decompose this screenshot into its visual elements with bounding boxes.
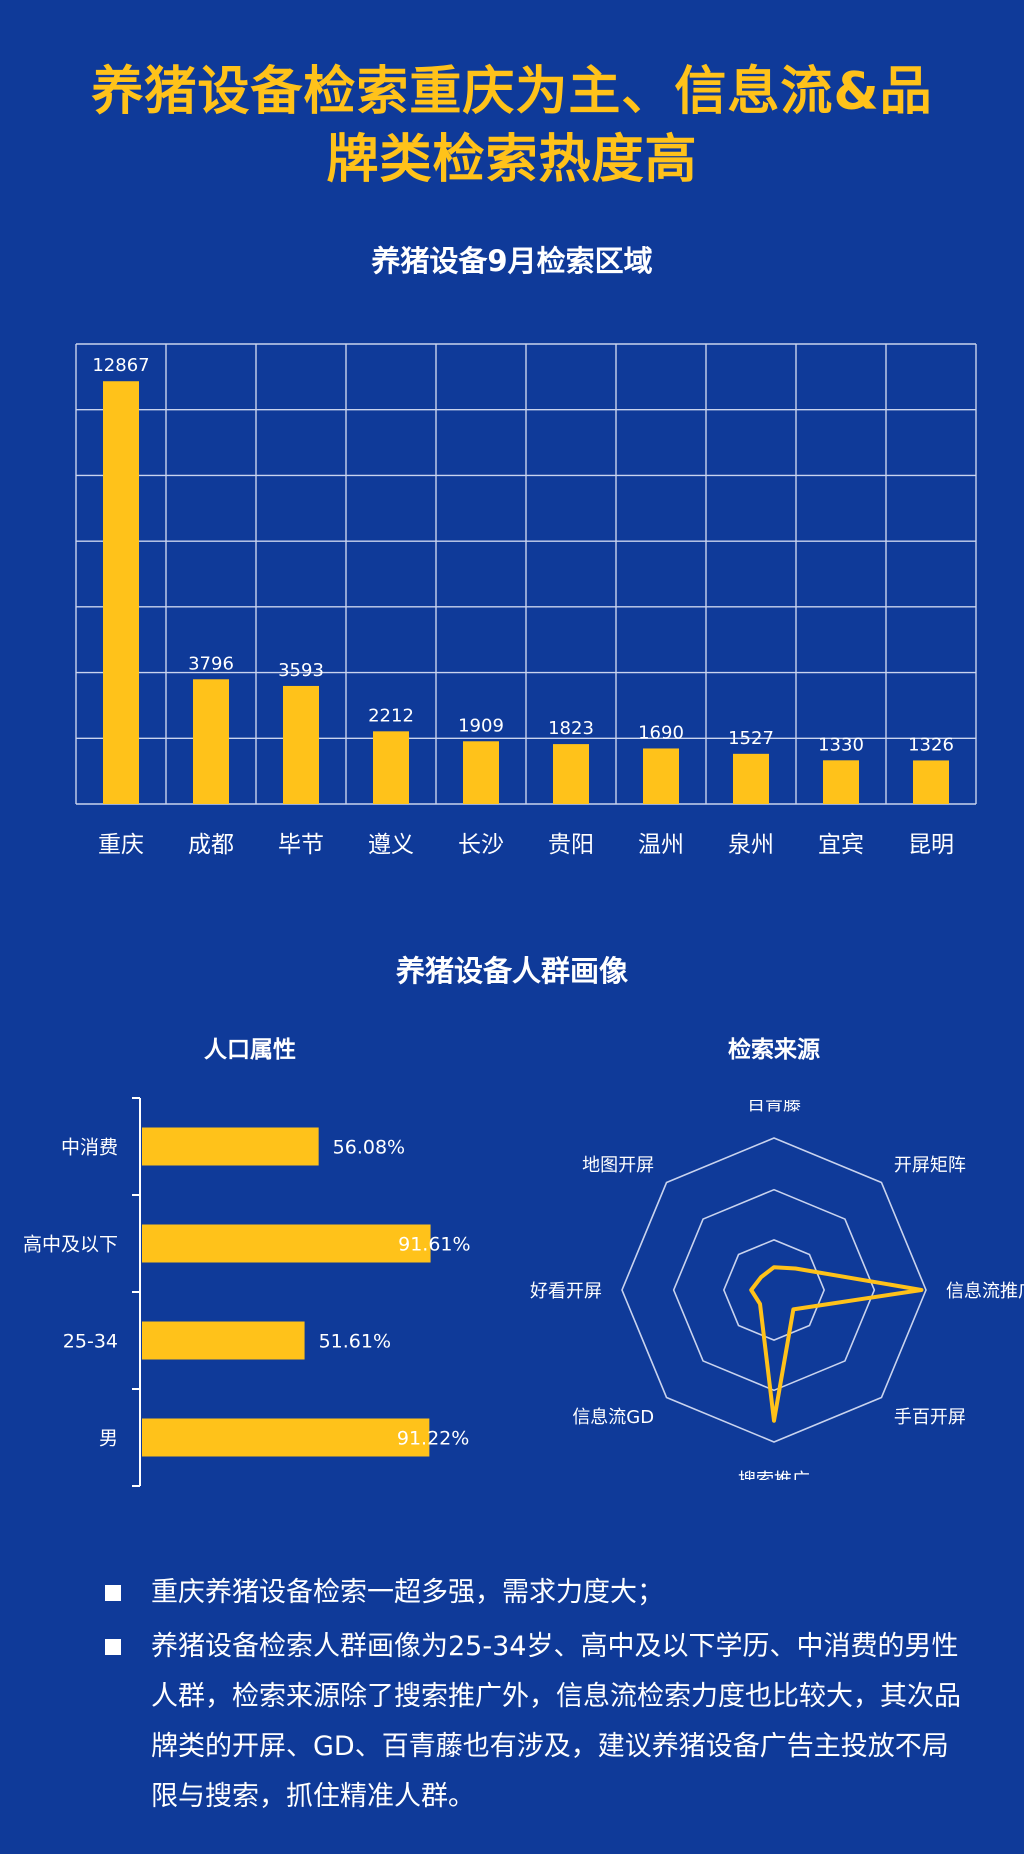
bar — [823, 760, 859, 804]
demographic-chart-title: 人口属性 — [204, 1037, 296, 1063]
radar-axis-label: 信息流推广 — [946, 1281, 1024, 1302]
bar-value-label: 2212 — [368, 705, 414, 726]
radar-axis-label: 好看开屏 — [530, 1281, 602, 1302]
bar-value-label: 1909 — [458, 715, 504, 736]
x-tick-label: 泉州 — [728, 832, 774, 858]
page-title: 养猪设备检索重庆为主、信息流&品 牌类检索热度高 — [0, 58, 1024, 194]
hbar-value-label: 91.22% — [397, 1428, 469, 1450]
bar — [283, 685, 319, 804]
hbar-value-label: 91.61% — [398, 1234, 470, 1256]
y-tick-label: 男 — [99, 1428, 118, 1450]
summary-item-text: 重庆养猪设备检索一超多强，需求力度大； — [151, 1577, 664, 1608]
persona-section-title: 养猪设备人群画像 — [395, 954, 628, 988]
bar-chart-title: 养猪设备9月检索区域 — [371, 244, 653, 278]
summary-item-text: 养猪设备检索人群画像为25-34岁、高中及以下学历、中消费的男性人群，检索来源除… — [151, 1631, 961, 1812]
hbar-value-label: 51.61% — [319, 1331, 391, 1353]
bullet-square-icon — [105, 1639, 121, 1655]
bullet-square-icon — [105, 1585, 121, 1601]
y-tick-label: 中消费 — [61, 1137, 118, 1159]
x-tick-label: 贵阳 — [548, 832, 594, 858]
hbar — [142, 1224, 431, 1263]
summary-item: 养猪设备检索人群画像为25-34岁、高中及以下学历、中消费的男性人群，检索来源除… — [105, 1622, 965, 1822]
bar — [103, 381, 139, 804]
bar-value-label: 12867 — [92, 355, 149, 376]
radar-grid-ring — [672, 1188, 876, 1392]
source-radar-chart: 百青藤开屏矩阵信息流推广手百开屏搜索推广 信息流GD 好看开屏 地图开屏 — [530, 1100, 1024, 1480]
hbar — [142, 1418, 430, 1457]
x-tick-label: 长沙 — [458, 832, 504, 858]
x-tick-label: 成都 — [188, 832, 234, 858]
x-tick-label: 遵义 — [368, 832, 414, 858]
bar — [373, 731, 409, 804]
radar-axis-label: 开屏矩阵 — [894, 1155, 966, 1176]
bar — [553, 744, 589, 804]
x-tick-label: 毕节 — [278, 832, 324, 858]
x-tick-label: 宜宾 — [818, 832, 864, 858]
bar-value-label: 1326 — [908, 734, 954, 755]
x-tick-label: 重庆 — [98, 832, 144, 858]
bar-value-label: 1527 — [728, 728, 774, 749]
radar-series-line — [749, 1265, 924, 1423]
radar-axis-label: 信息流GD — [572, 1407, 654, 1428]
bar — [913, 760, 949, 804]
radar-grid-ring — [722, 1238, 826, 1342]
bar-value-label: 3593 — [278, 660, 324, 681]
bar — [463, 741, 499, 804]
source-chart-title: 检索来源 — [728, 1037, 820, 1063]
bar-value-label: 3796 — [188, 653, 234, 674]
y-tick-label: 高中及以下 — [23, 1234, 118, 1256]
bar-value-label: 1690 — [638, 722, 684, 743]
radar-axis-label: 百青藤 — [747, 1100, 801, 1115]
radar-axis-label: 地图开屏 — [582, 1155, 654, 1176]
y-tick-label: 25-34 — [63, 1331, 118, 1353]
bar — [643, 748, 679, 804]
x-tick-label: 温州 — [638, 832, 684, 858]
radar-axis-label: 手百开屏 — [894, 1407, 966, 1428]
x-tick-label: 昆明 — [908, 832, 954, 858]
radar-axis-label: 搜索推广 — [738, 1470, 810, 1480]
summary-item: 重庆养猪设备检索一超多强，需求力度大； — [105, 1568, 965, 1618]
hbar — [142, 1127, 319, 1166]
summary-list: 重庆养猪设备检索一超多强，需求力度大； 养猪设备检索人群画像为25-34岁、高中… — [105, 1568, 965, 1826]
page-title-line2: 牌类检索热度高 — [326, 130, 698, 190]
hbar — [142, 1321, 305, 1360]
bar — [733, 753, 769, 804]
hbar-value-label: 56.08% — [333, 1137, 405, 1159]
page-title-line1: 养猪设备检索重庆为主、信息流&品 — [91, 62, 933, 122]
bar-value-label: 1823 — [548, 718, 594, 739]
bar-value-label: 1330 — [818, 734, 864, 755]
demographic-bar-chart: 56.08% 中消费 91.61% 高中及以下 51.61% 25-34 91.22% 男 — [23, 1097, 471, 1487]
region-bar-chart: 12867 重庆 3796 成都 3593 毕节 2212 遵义 1909 长沙 1823 贵阳 169… — [75, 343, 977, 858]
bar — [193, 679, 229, 804]
radar-grid-ring — [621, 1137, 927, 1443]
